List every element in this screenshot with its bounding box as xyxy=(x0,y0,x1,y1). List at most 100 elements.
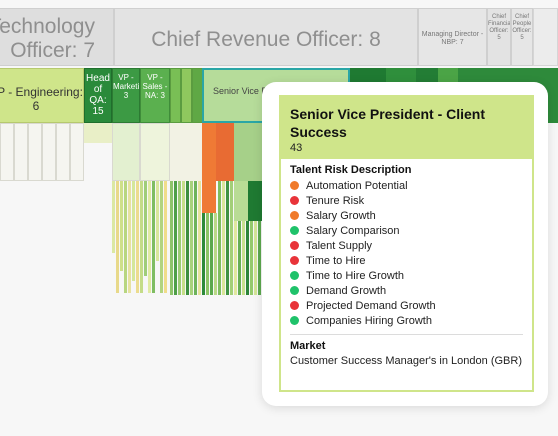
treemap-stripe xyxy=(156,181,159,261)
treemap-stripe xyxy=(214,213,217,295)
risk-item: Projected Demand Growth xyxy=(290,298,523,313)
risk-item: Time to Hire Growth xyxy=(290,268,523,283)
treemap-stripe xyxy=(144,181,147,276)
treemap-node-small[interactable] xyxy=(56,123,70,181)
treemap-node-vp-engineering[interactable]: VP - Engineering: 6 xyxy=(0,68,84,123)
risk-label: Time to Hire xyxy=(306,254,366,267)
tooltip-header: Senior Vice President - Client Success 4… xyxy=(281,97,532,159)
risk-section-label: Talent Risk Description xyxy=(290,164,412,176)
treemap-node-small[interactable] xyxy=(0,123,14,181)
treemap-node-cto[interactable]: Technology Officer: 7 xyxy=(0,8,114,66)
market-label: Market xyxy=(290,340,326,352)
treemap-node-small[interactable] xyxy=(14,123,28,181)
treemap-stripe xyxy=(194,181,197,295)
treemap-node-risk[interactable] xyxy=(202,123,216,213)
risk-label: Salary Comparison xyxy=(306,224,400,237)
treemap-stripe xyxy=(128,181,131,293)
treemap-node-small[interactable] xyxy=(181,68,192,123)
risk-indicator-dot-icon xyxy=(290,286,299,295)
treemap-stripe xyxy=(250,221,253,295)
treemap-stripe xyxy=(246,221,249,295)
treemap-stripe xyxy=(112,181,115,253)
risk-indicator-dot-icon xyxy=(290,181,299,190)
treemap-node-small[interactable] xyxy=(170,123,202,181)
treemap-stripe xyxy=(164,181,167,293)
treemap-stripe xyxy=(178,181,181,295)
treemap-stripe xyxy=(254,221,257,295)
risk-item: Automation Potential xyxy=(290,178,523,193)
treemap-stripe xyxy=(186,181,189,295)
treemap-node-block[interactable] xyxy=(248,181,262,221)
treemap-stripe xyxy=(238,221,241,295)
treemap-stripe xyxy=(210,213,213,295)
treemap-stripe xyxy=(218,181,221,295)
treemap-node-small[interactable] xyxy=(70,123,84,181)
risk-label: Talent Supply xyxy=(306,239,373,252)
treemap-node-small[interactable] xyxy=(170,68,181,123)
node-label: Chief Revenue Officer: 8 xyxy=(151,28,381,51)
treemap-stripe xyxy=(152,181,155,293)
treemap-node-block[interactable] xyxy=(234,123,262,181)
treemap-stripe xyxy=(226,181,229,295)
risk-indicator-dot-icon xyxy=(290,226,299,235)
market-value: Customer Success Manager's in London (GB… xyxy=(290,355,522,367)
treemap-stripe xyxy=(198,181,201,295)
treemap-stripe xyxy=(190,181,193,295)
node-label: VP - Engineering: 6 xyxy=(0,85,83,113)
treemap-node-vp-sales[interactable]: VP - Sales - NA: 3 xyxy=(140,68,170,123)
treemap-stripe xyxy=(174,181,177,295)
node-label: Technology xyxy=(0,15,95,38)
treemap-node-block[interactable] xyxy=(234,181,248,221)
risk-label: Automation Potential xyxy=(306,179,408,192)
tooltip-content: Senior Vice President - Client Success 4… xyxy=(279,95,534,392)
risk-list: Automation Potential Tenure Risk Salary Gr… xyxy=(290,178,523,328)
node-label: VP - Marketing: 3 xyxy=(113,73,140,100)
treemap-node-small[interactable] xyxy=(28,123,42,181)
tooltip-count: 43 xyxy=(290,142,303,154)
risk-label: Projected Demand Growth xyxy=(306,299,436,312)
treemap-node-risk[interactable] xyxy=(216,123,234,181)
treemap-node-small[interactable] xyxy=(42,123,56,181)
risk-item: Time to Hire xyxy=(290,253,523,268)
treemap-stripe xyxy=(182,181,185,295)
risk-indicator-dot-icon xyxy=(290,301,299,310)
risk-item: Salary Growth xyxy=(290,208,523,223)
treemap-stripe xyxy=(116,181,119,293)
node-label: Head of QA: 15 xyxy=(86,73,110,117)
treemap-node-cro[interactable]: Chief Revenue Officer: 8 xyxy=(114,8,418,66)
divider xyxy=(290,334,523,335)
treemap-stripe xyxy=(222,181,225,295)
treemap-node-managing-director[interactable]: Managing Director - NBP: 7 xyxy=(418,8,487,66)
treemap-stripe xyxy=(120,181,123,271)
treemap-node-head-of-qa[interactable]: Head of QA: 15 xyxy=(84,68,112,123)
node-label: Chief People Officer: 5 xyxy=(512,14,532,41)
treemap-node-small[interactable] xyxy=(84,123,112,143)
node-label: Managing Director - NBP: 7 xyxy=(421,31,484,46)
risk-label: Demand Growth xyxy=(306,284,387,297)
treemap-stripe xyxy=(140,181,143,293)
risk-label: Tenure Risk xyxy=(306,194,365,207)
treemap-stripe xyxy=(124,181,127,293)
treemap-node-vp-marketing[interactable]: VP - Marketing: 3 xyxy=(112,68,140,123)
treemap-stripe xyxy=(202,213,205,295)
risk-item: Tenure Risk xyxy=(290,193,523,208)
treemap-stripe xyxy=(148,181,151,293)
node-label: Chief Financial Officer: 5 xyxy=(488,14,511,41)
treemap-node-other[interactable] xyxy=(533,8,558,66)
risk-item: Companies Hiring Growth xyxy=(290,313,523,328)
risk-label: Salary Growth xyxy=(306,209,376,222)
treemap-node-cpo[interactable]: Chief People Officer: 5 xyxy=(511,8,533,66)
risk-item: Demand Growth xyxy=(290,283,523,298)
treemap-node-cfo[interactable]: Chief Financial Officer: 5 xyxy=(487,8,511,66)
treemap-node-small[interactable] xyxy=(112,123,140,181)
treemap-stripe xyxy=(136,181,139,293)
treemap-stripe xyxy=(170,181,173,295)
risk-indicator-dot-icon xyxy=(290,316,299,325)
tooltip-title: Senior Vice President - Client Success xyxy=(290,106,486,140)
risk-indicator-dot-icon xyxy=(290,256,299,265)
risk-label: Companies Hiring Growth xyxy=(306,314,432,327)
tooltip-card: Senior Vice President - Client Success 4… xyxy=(262,82,548,406)
treemap-stripe xyxy=(160,181,163,293)
treemap-node-small[interactable] xyxy=(140,123,170,181)
treemap-stripe xyxy=(242,221,245,295)
